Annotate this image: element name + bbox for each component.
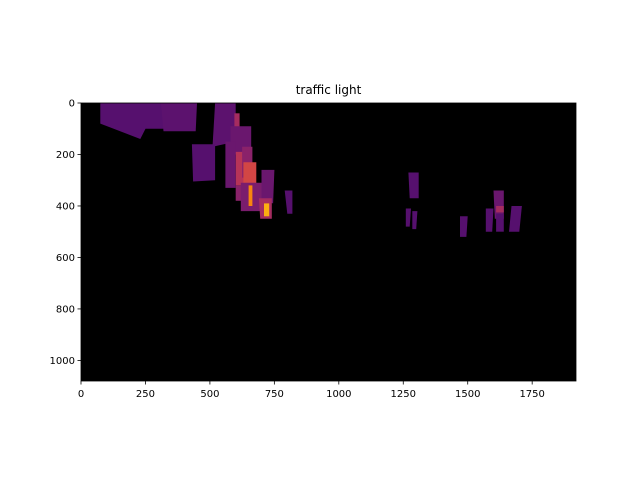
x-tick-label: 0 bbox=[78, 389, 84, 400]
heatmap-region-14 bbox=[261, 169, 275, 204]
heatmap-region-9 bbox=[225, 141, 236, 188]
heatmap-region-16 bbox=[264, 203, 270, 217]
x-tick-label: 1000 bbox=[326, 389, 351, 400]
x-tick-label: 750 bbox=[265, 389, 284, 400]
plot-area bbox=[81, 103, 576, 381]
heatmap-region-17 bbox=[284, 190, 293, 214]
y-tick-label: 600 bbox=[56, 253, 75, 264]
heatmap-regions bbox=[100, 103, 522, 237]
heatmap-region-24 bbox=[496, 206, 504, 213]
y-tick-label: 400 bbox=[56, 201, 75, 212]
x-tick-label: 250 bbox=[136, 389, 155, 400]
x-axis: 0 250 500 750 1000 1250 1500 1750 bbox=[78, 381, 545, 400]
heatmap-region-13 bbox=[248, 185, 253, 206]
x-tick-label: 500 bbox=[200, 389, 219, 400]
y-tick-label: 200 bbox=[56, 150, 75, 161]
x-tick-label: 1750 bbox=[519, 389, 544, 400]
y-tick-label: 800 bbox=[56, 304, 75, 315]
heatmap-region-8 bbox=[191, 144, 216, 182]
plot-frame bbox=[80, 102, 577, 382]
heatmap-region-1 bbox=[100, 103, 167, 139]
heatmap-region-20 bbox=[412, 211, 418, 230]
y-tick-label: 0 bbox=[69, 99, 75, 110]
y-tick-label: 1000 bbox=[50, 356, 75, 367]
x-tick-label: 1250 bbox=[391, 389, 416, 400]
heatmap-region-2 bbox=[160, 103, 197, 132]
heatmap-region-26 bbox=[509, 206, 522, 232]
x-tick-label: 1500 bbox=[455, 389, 480, 400]
heatmap-region-18 bbox=[408, 172, 419, 199]
heatmap-region-25 bbox=[496, 213, 504, 232]
heatmap-region-19 bbox=[405, 208, 411, 227]
heatmap-region-10 bbox=[243, 162, 257, 186]
y-axis: 0 200 400 600 800 1000 bbox=[50, 99, 81, 367]
heatmap-region-22 bbox=[485, 208, 494, 232]
heatmap-region-3 bbox=[212, 103, 236, 147]
chart-title: traffic light bbox=[296, 83, 362, 97]
heatmap-region-4 bbox=[234, 113, 240, 130]
heatmap-region-21 bbox=[460, 216, 468, 237]
